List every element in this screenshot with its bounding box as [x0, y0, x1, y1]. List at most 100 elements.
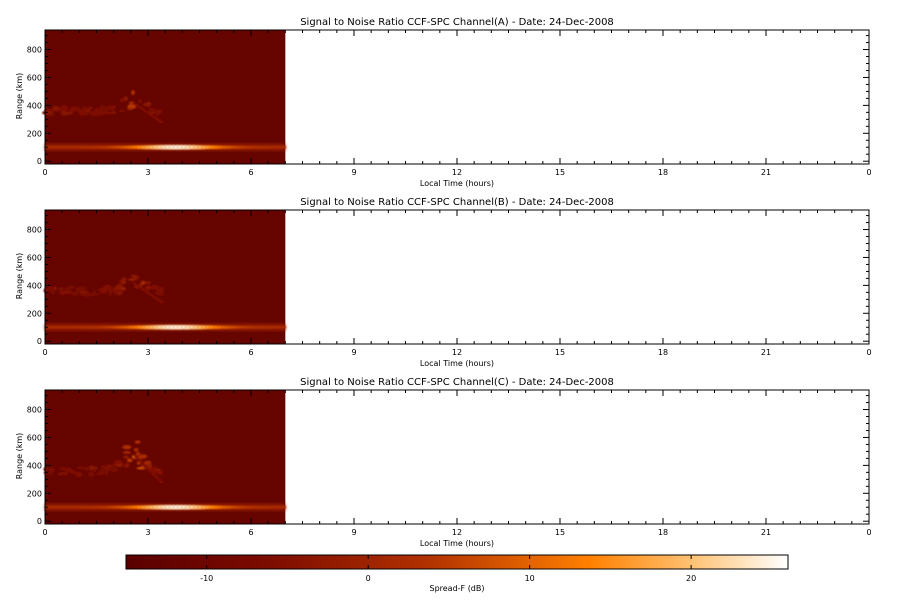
- layer-segment: [217, 505, 222, 509]
- layer-segment: [205, 505, 210, 509]
- echo-point: [84, 292, 92, 298]
- layer-segment: [125, 325, 130, 329]
- layer-segment: [181, 325, 186, 330]
- layer-segment: [161, 325, 166, 330]
- layer-segment: [237, 506, 242, 509]
- layer-segment: [129, 505, 134, 509]
- e-region-layer: [45, 144, 286, 151]
- layer-segment: [281, 326, 286, 329]
- layer-segment: [273, 506, 278, 509]
- echo-point: [159, 120, 164, 124]
- y-tick-label: 0: [37, 157, 42, 166]
- layer-segment: [113, 146, 118, 149]
- echo-point: [144, 466, 149, 469]
- layer-segment: [257, 506, 262, 509]
- layer-segment: [97, 506, 102, 509]
- layer-segment: [173, 505, 178, 510]
- layer-segment: [265, 326, 270, 329]
- echo-point: [127, 107, 133, 111]
- layer-segment: [277, 326, 282, 329]
- x-axis-label: Local Time (hours): [420, 179, 494, 188]
- echo-point: [134, 440, 141, 444]
- layer-segment: [81, 146, 86, 149]
- echo-point: [104, 470, 109, 476]
- x-tick-label: 0: [42, 348, 47, 357]
- echo-point: [122, 286, 126, 291]
- echo-point: [87, 472, 95, 477]
- echo-point: [64, 109, 68, 112]
- layer-segment: [257, 146, 262, 149]
- layer-segment: [101, 326, 106, 329]
- echo-point: [58, 287, 64, 290]
- layer-segment: [101, 506, 106, 509]
- echo-point: [67, 111, 72, 115]
- echo-point: [149, 470, 154, 473]
- echo-point: [43, 467, 49, 471]
- layer-segment: [153, 145, 158, 150]
- echo-point: [151, 472, 156, 475]
- layer-segment: [65, 506, 70, 509]
- x-tick-label: 18: [658, 528, 668, 537]
- x-tick-label: 3: [145, 528, 150, 537]
- layer-segment: [49, 146, 54, 149]
- layer-segment: [49, 326, 54, 329]
- echo-point: [52, 107, 59, 111]
- y-tick-label: 200: [27, 129, 42, 138]
- y-tick-label: 0: [37, 517, 42, 526]
- layer-segment: [225, 325, 230, 329]
- layer-segment: [245, 326, 250, 329]
- layer-segment: [249, 326, 254, 329]
- layer-segment: [145, 325, 150, 330]
- layer-segment: [249, 506, 254, 509]
- x-tick-label: 21: [761, 528, 771, 537]
- echo-point: [132, 453, 137, 457]
- layer-segment: [253, 326, 258, 329]
- x-tick-label: 0: [866, 528, 871, 537]
- layer-segment: [209, 325, 214, 329]
- layer-segment: [273, 326, 278, 329]
- layer-segment: [181, 145, 186, 150]
- layer-segment: [277, 146, 282, 149]
- echo-point: [127, 278, 137, 281]
- spread-f-echoes: [43, 440, 164, 484]
- echo-point: [57, 472, 64, 475]
- echo-point: [77, 466, 86, 470]
- layer-segment: [149, 505, 154, 510]
- echo-point: [146, 281, 151, 285]
- layer-segment: [121, 505, 126, 509]
- echo-point: [70, 292, 79, 296]
- layer-segment: [65, 146, 70, 149]
- echo-point: [84, 112, 90, 116]
- layer-segment: [193, 325, 198, 330]
- panel-channel-c: Signal to Noise Ratio CCF-SPC Channel(C)…: [15, 377, 872, 548]
- y-tick-label: 200: [27, 489, 42, 498]
- layer-segment: [277, 506, 282, 509]
- layer-segment: [229, 325, 234, 329]
- echo-point: [108, 468, 117, 471]
- echo-point: [114, 459, 124, 464]
- echo-point: [145, 102, 152, 105]
- x-tick-label: 6: [248, 528, 253, 537]
- x-tick-label: 12: [452, 528, 462, 537]
- y-axis-label: Range (km): [15, 433, 24, 480]
- layer-segment: [213, 505, 218, 509]
- x-tick-label: 21: [761, 168, 771, 177]
- echo-point: [106, 288, 114, 292]
- echo-point: [119, 280, 126, 283]
- echo-point: [62, 471, 68, 476]
- echo-point: [89, 465, 94, 470]
- layer-segment: [165, 325, 170, 330]
- y-axis: 0 200 400 600 800: [27, 215, 869, 346]
- y-tick-label: 800: [27, 226, 42, 235]
- layer-segment: [205, 145, 210, 149]
- layer-segment: [281, 506, 286, 509]
- layer-segment: [241, 326, 246, 329]
- x-tick-label: 0: [42, 168, 47, 177]
- echo-point: [158, 291, 164, 294]
- echo-point: [136, 466, 145, 470]
- layer-segment: [153, 505, 158, 510]
- layer-segment: [177, 145, 182, 150]
- layer-segment: [269, 326, 274, 329]
